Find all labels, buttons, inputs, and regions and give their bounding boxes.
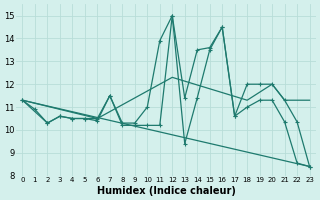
X-axis label: Humidex (Indice chaleur): Humidex (Indice chaleur) — [97, 186, 236, 196]
